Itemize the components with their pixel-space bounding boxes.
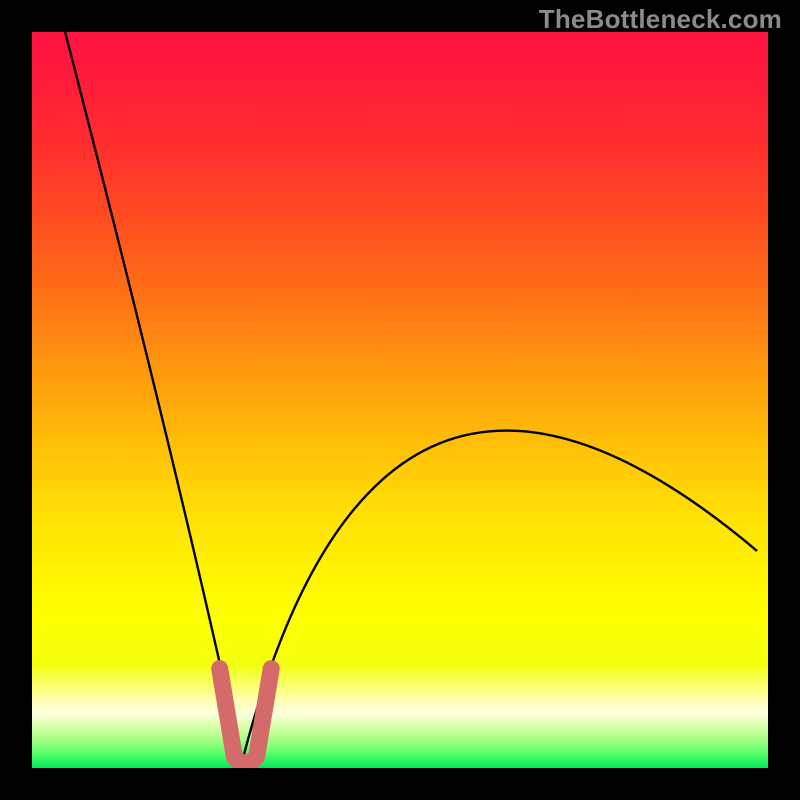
chart-container: TheBottleneck.com <box>0 0 800 800</box>
plot-background <box>32 32 768 768</box>
bottleneck-chart <box>0 0 800 800</box>
watermark-text: TheBottleneck.com <box>539 4 782 35</box>
